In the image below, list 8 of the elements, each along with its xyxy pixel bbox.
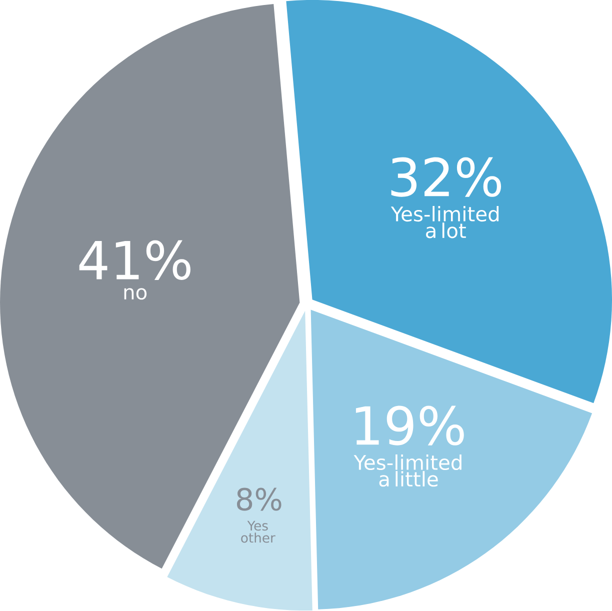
slice-label: no	[124, 288, 147, 300]
slice-label: Yes-limited a lot	[390, 206, 499, 238]
data-label: 19%	[356, 406, 464, 446]
data-label: 41%	[79, 240, 190, 280]
slice-label: Yes-limited a little	[354, 454, 462, 487]
data-label: 32%	[391, 157, 502, 198]
data-label: 8%	[236, 488, 282, 511]
slice-label: Yes other	[241, 521, 276, 543]
